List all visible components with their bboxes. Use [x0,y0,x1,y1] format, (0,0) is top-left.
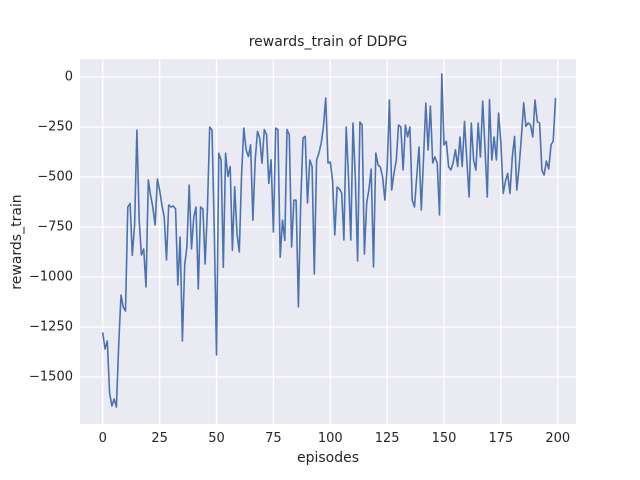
y-tick-label: −250 [37,119,73,135]
series-line-rewards_train [101,73,557,408]
y-tick-label: 0 [64,69,73,85]
plot-area [80,59,576,424]
x-tick-label: 25 [151,431,168,446]
x-axis-label: episodes [296,450,360,466]
y-tick-label: −1000 [29,269,73,285]
plot-canvas [80,59,576,424]
x-tick-label: 125 [374,431,400,446]
x-tick-label: 75 [265,431,282,446]
x-tick-label: 175 [488,431,514,446]
x-tick-label: 0 [98,431,107,446]
x-tick-label: 100 [317,431,343,446]
x-tick-label: 150 [431,431,457,446]
x-tick-label: 50 [208,431,225,446]
chart-title: rewards_train of DDPG [248,34,408,50]
x-tick-label: 200 [545,431,571,446]
y-tick-label: −1500 [29,369,73,385]
y-tick-label: −750 [37,219,73,235]
y-tick-label: −1250 [29,319,73,335]
y-tick-label: −500 [37,169,73,185]
